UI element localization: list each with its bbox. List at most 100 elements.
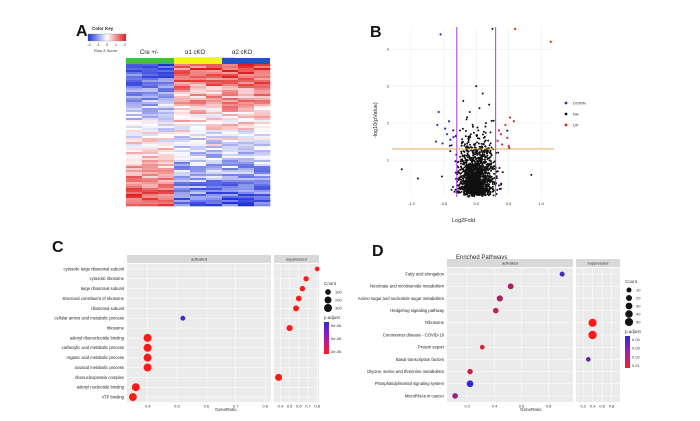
heatmap-cell — [142, 136, 159, 139]
heatmap-cell — [174, 152, 191, 155]
volcano-point-na — [471, 164, 473, 167]
heatmap-cell — [238, 192, 255, 195]
heatmap-cell — [142, 74, 159, 77]
heatmap-cell — [206, 92, 223, 95]
heatmap-cell — [222, 172, 239, 175]
dotplot-c-xlabel: GeneRatio — [215, 407, 237, 412]
heatmap-cell — [254, 162, 271, 165]
heatmap-cell — [126, 162, 143, 165]
heatmap-cell — [238, 120, 255, 123]
heatmap-cell — [174, 126, 191, 129]
heatmap-cell — [254, 82, 271, 85]
heatmap-cell — [222, 100, 239, 103]
volcano-point-na — [492, 165, 495, 168]
heatmap-cell — [206, 178, 223, 181]
heatmap-cell — [238, 180, 255, 183]
heatmap-cell — [222, 160, 239, 163]
dotplot-xtick-label: 0.2 — [580, 404, 586, 409]
heatmap-cell — [238, 116, 255, 119]
heatmap-cell — [238, 94, 255, 97]
volcano-point-na — [485, 155, 488, 158]
dotplot-p-legend-bar — [324, 322, 329, 354]
heatmap-cell — [126, 86, 143, 89]
volcano-point-up — [496, 139, 499, 142]
heatmap-cell — [206, 68, 223, 71]
heatmap-cell — [174, 104, 191, 107]
volcano-point-down — [437, 110, 440, 114]
heatmap-cell — [142, 110, 159, 113]
dotplot-p-legend-title: p.adjust — [324, 315, 341, 320]
volcano-point-na — [490, 162, 493, 165]
dotplot-point-activated — [143, 363, 152, 372]
heatmap-cell — [206, 132, 223, 135]
heatmap-cell — [206, 180, 223, 183]
volcano-point-na — [470, 176, 473, 179]
volcano-point-na — [476, 159, 479, 162]
heatmap-cell — [206, 154, 223, 157]
heatmap-cell — [238, 104, 255, 107]
heatmap-cell — [222, 118, 239, 121]
heatmap-cell — [158, 200, 175, 203]
heatmap-cell — [174, 198, 191, 201]
volcano-point-na — [483, 189, 486, 192]
dotplot-point-activated — [180, 315, 186, 321]
dotplot-category-label: Glycine, serine and threonine metabolism — [367, 369, 445, 374]
volcano-point-na — [478, 145, 481, 148]
heatmap-cell — [238, 126, 255, 129]
volcano-point-na — [475, 158, 478, 161]
volcano-point-na — [489, 163, 491, 166]
heatmap-cell — [254, 200, 271, 203]
volcano-point-na — [490, 146, 493, 149]
volcano-point-na — [491, 185, 494, 188]
volcano-point-na — [467, 150, 469, 153]
heatmap-cell — [126, 116, 143, 119]
volcano-point-na — [463, 187, 465, 190]
volcano-point-na — [489, 142, 492, 145]
heatmap-cell — [174, 140, 191, 143]
volcano-point-na — [400, 168, 403, 171]
heatmap-cell — [254, 152, 271, 155]
heatmap-cell — [254, 72, 271, 75]
heatmap-cell — [238, 178, 255, 181]
dotplot-count-legend-dot — [324, 296, 332, 304]
heatmap-cell — [158, 166, 175, 169]
volcano-point-na — [462, 163, 465, 166]
volcano-point-na — [460, 152, 463, 155]
volcano-point-na — [471, 151, 474, 154]
heatmap-cell — [206, 168, 223, 171]
heatmap-cell — [158, 142, 175, 145]
heatmap-cell — [206, 112, 223, 115]
heatmap-cell — [222, 190, 239, 193]
group-color-bar — [222, 58, 270, 64]
panel-c-letter: C — [52, 239, 64, 256]
volcano-point-na — [474, 179, 477, 182]
dotplot-xtick-label: 0.5 — [174, 404, 180, 409]
volcano-point-na — [498, 188, 501, 190]
heatmap-cell — [254, 88, 271, 91]
dotplot-point-activated — [452, 393, 458, 399]
volcano-point-na — [460, 180, 462, 183]
heatmap-cell — [190, 124, 207, 127]
heatmap-cell — [142, 174, 159, 177]
heatmap-cell — [190, 168, 207, 171]
heatmap-cell — [206, 186, 223, 189]
heatmap-cell — [126, 146, 143, 149]
volcano-point-na — [475, 190, 478, 193]
heatmap-cell — [142, 76, 159, 79]
heatmap-cell — [126, 136, 143, 139]
heatmap-cell — [158, 90, 175, 93]
heatmap-cell — [238, 194, 255, 197]
heatmap-cell — [142, 94, 159, 97]
heatmap-cell — [142, 86, 159, 89]
volcano-point-up — [497, 129, 501, 132]
volcano-point-na — [467, 141, 470, 144]
volcano-point-na — [483, 153, 486, 156]
heatmap-cell — [206, 204, 223, 207]
heatmap-cell — [222, 178, 239, 181]
heatmap-cell — [254, 170, 271, 173]
heatmap-cell — [222, 150, 239, 153]
heatmap-cell — [206, 126, 223, 129]
heatmap-cell — [222, 202, 239, 205]
volcano-point-na — [469, 143, 471, 146]
heatmap-cell — [126, 148, 143, 151]
